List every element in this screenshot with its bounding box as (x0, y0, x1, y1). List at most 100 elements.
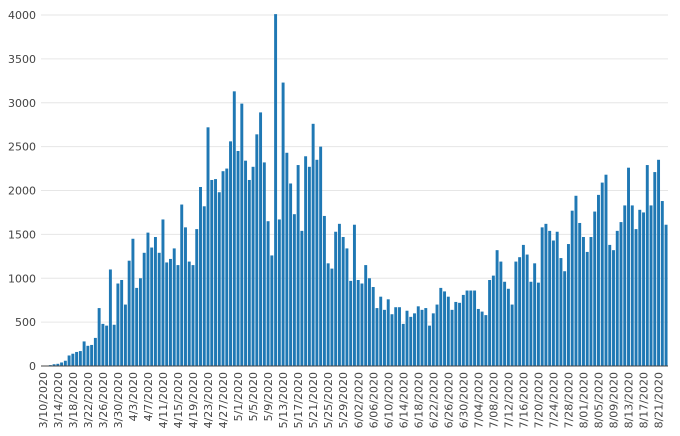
x-tick-label: 5/25/2020 (322, 372, 335, 428)
bar (548, 230, 552, 366)
x-tick-label: 3/14/2020 (52, 372, 65, 428)
x-tick-label: 3/26/2020 (97, 372, 110, 428)
bar (574, 195, 578, 366)
bar (615, 230, 619, 366)
bar (82, 341, 86, 366)
bar (150, 247, 154, 366)
bar (660, 201, 664, 366)
bar (367, 278, 371, 366)
bar (120, 280, 124, 366)
bar (315, 159, 319, 366)
bar (428, 325, 431, 366)
x-tick-label: 5/17/2020 (292, 372, 305, 428)
x-tick-label: 7/08/2020 (487, 372, 500, 428)
bar (484, 315, 488, 366)
x-tick-label: 8/09/2020 (608, 372, 621, 428)
bar (638, 209, 642, 366)
bar (458, 302, 462, 366)
bar (247, 179, 251, 366)
bar (202, 206, 206, 366)
bar (420, 309, 424, 366)
bar (101, 323, 105, 366)
bar (191, 265, 195, 366)
bar (536, 282, 540, 366)
bar (566, 244, 570, 366)
bar (398, 307, 401, 366)
bar (431, 313, 435, 366)
bar (86, 345, 90, 366)
bar (225, 168, 229, 366)
bar (60, 362, 64, 366)
bar (401, 323, 405, 366)
bar (593, 211, 597, 366)
bar (330, 268, 334, 366)
bar (127, 260, 131, 366)
bar (627, 167, 630, 366)
bar (56, 363, 60, 366)
x-tick-label: 4/3/2020 (127, 372, 140, 421)
x-tick-label: 6/06/2020 (367, 372, 380, 428)
bar (266, 221, 270, 366)
bar (93, 337, 97, 366)
bar (653, 172, 657, 366)
bar (379, 296, 383, 366)
bar (439, 287, 443, 366)
x-tick-label: 8/01/2020 (578, 372, 591, 428)
bar (488, 280, 492, 366)
bar (251, 166, 255, 366)
x-tick-label: 7/20/2020 (532, 372, 545, 428)
bar (450, 309, 454, 366)
bar (345, 248, 349, 366)
bar (307, 166, 311, 366)
bar (71, 353, 75, 366)
x-tick-label: 6/02/2020 (352, 372, 365, 428)
x-tick-label: 8/05/2020 (593, 372, 606, 428)
bar (582, 237, 585, 366)
bar (521, 244, 525, 366)
bar (285, 152, 289, 366)
bar (135, 287, 139, 366)
bar (491, 275, 495, 366)
bar (570, 210, 574, 366)
bar (600, 182, 604, 366)
bar (375, 308, 379, 366)
bar (480, 311, 484, 366)
bar (244, 160, 248, 366)
x-tick-label: 6/14/2020 (397, 372, 410, 428)
bar (206, 127, 210, 366)
bar (326, 263, 330, 366)
bar (337, 223, 341, 366)
bar (476, 308, 480, 366)
y-tick-label: 1500 (8, 228, 36, 241)
x-tick-label: 6/30/2020 (457, 372, 470, 428)
x-tick-label: 4/15/2020 (172, 372, 185, 428)
bar (217, 192, 221, 366)
bar (195, 229, 199, 366)
bar (259, 112, 263, 367)
bar (506, 288, 510, 366)
x-tick-label: 5/9/2020 (262, 372, 275, 421)
bar (176, 265, 180, 366)
bar (634, 229, 638, 366)
bar (597, 194, 600, 366)
x-tick-label: 6/10/2020 (382, 372, 395, 428)
bar (78, 351, 82, 366)
bar (664, 224, 668, 366)
bar (112, 324, 116, 366)
x-tick-label: 3/18/2020 (67, 372, 80, 428)
bar (525, 254, 529, 366)
bar (300, 230, 304, 366)
bar (334, 231, 338, 366)
bar (495, 250, 499, 366)
bar (461, 294, 465, 366)
bar (465, 290, 469, 366)
bar (236, 151, 240, 366)
bar (642, 212, 645, 366)
x-tick-label: 7/28/2020 (563, 372, 576, 428)
y-tick-label: 4000 (8, 9, 36, 22)
bar (63, 360, 67, 366)
bar (413, 313, 416, 366)
bar (292, 214, 296, 366)
bar (165, 262, 169, 366)
x-tick-label: 5/13/2020 (277, 372, 290, 428)
